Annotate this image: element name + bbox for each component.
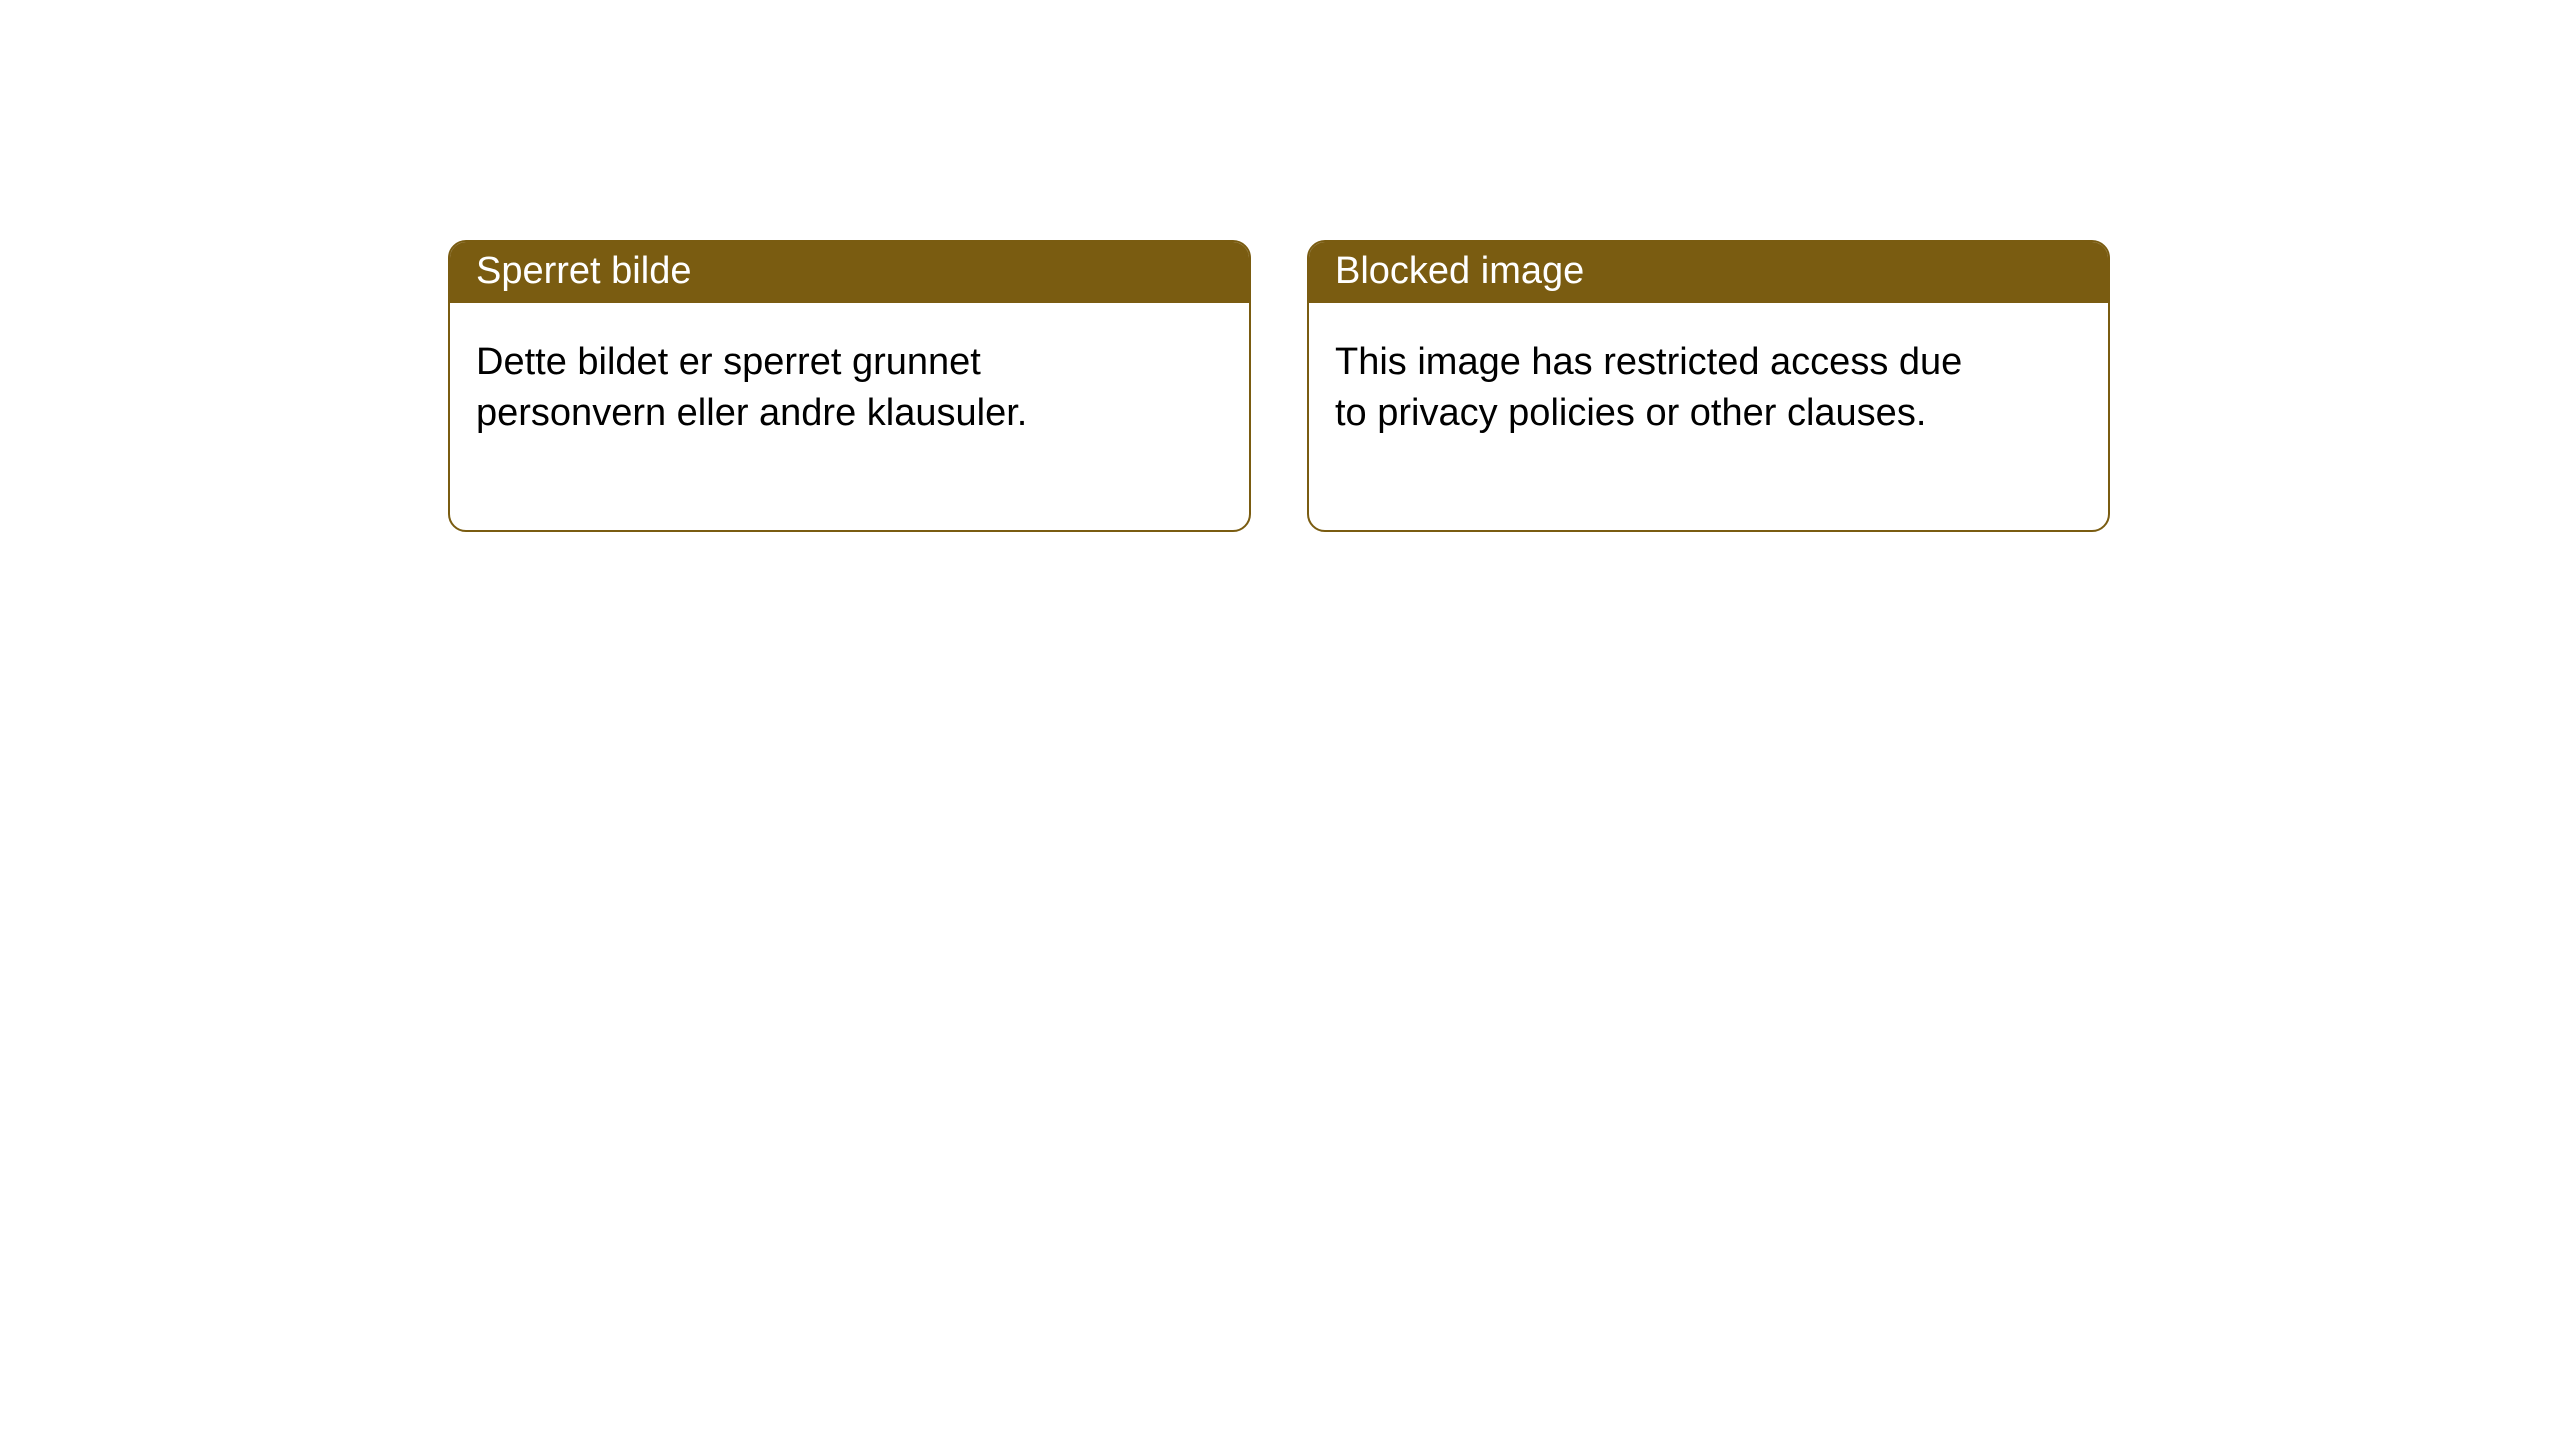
notice-header: Sperret bilde — [450, 242, 1249, 303]
notice-container: Sperret bilde Dette bildet er sperret gr… — [0, 0, 2560, 532]
notice-card-norwegian: Sperret bilde Dette bildet er sperret gr… — [448, 240, 1251, 532]
notice-body: This image has restricted access due to … — [1309, 303, 2009, 530]
notice-body: Dette bildet er sperret grunnet personve… — [450, 303, 1150, 530]
notice-header: Blocked image — [1309, 242, 2108, 303]
notice-card-english: Blocked image This image has restricted … — [1307, 240, 2110, 532]
